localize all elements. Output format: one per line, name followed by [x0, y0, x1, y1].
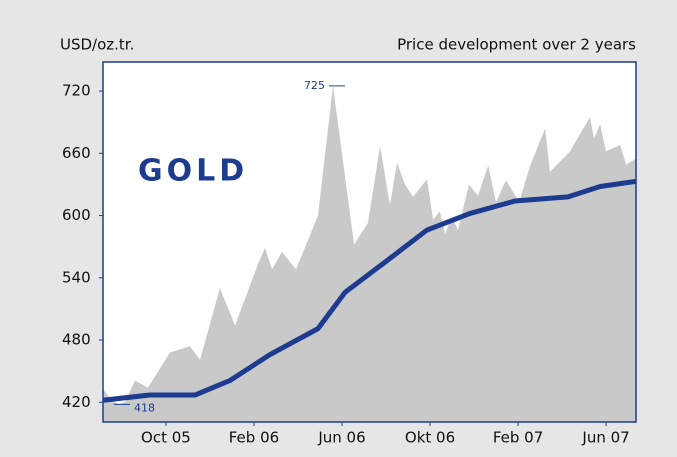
x-tick-label: Oct 05: [141, 429, 191, 447]
plot-border: [102, 61, 637, 423]
y-tick-label: 420: [62, 393, 91, 411]
annotation: 725: [304, 79, 325, 92]
y-axis-label: USD/oz.tr.: [60, 36, 134, 54]
trend-line: [102, 178, 637, 403]
price-area: [103, 85, 636, 423]
subtitle: Price development over 2 years: [397, 36, 636, 54]
y-tick-label: 540: [62, 268, 91, 286]
y-tick-label: 660: [62, 144, 91, 162]
y-tick-label: 480: [62, 331, 91, 349]
annotation: 418: [134, 401, 155, 414]
marks: [102, 85, 637, 423]
x-tick-label: Okt 06: [405, 429, 455, 447]
x-tick-label: Jun 07: [581, 429, 629, 447]
y-tick-label: 720: [62, 82, 91, 100]
x-tick-label: Jun 06: [317, 429, 365, 447]
y-tick-label: 600: [62, 206, 91, 224]
x-tick-label: Feb 06: [229, 429, 279, 447]
chart-title: GOLD: [138, 154, 248, 189]
x-tick-label: Feb 07: [493, 429, 543, 447]
